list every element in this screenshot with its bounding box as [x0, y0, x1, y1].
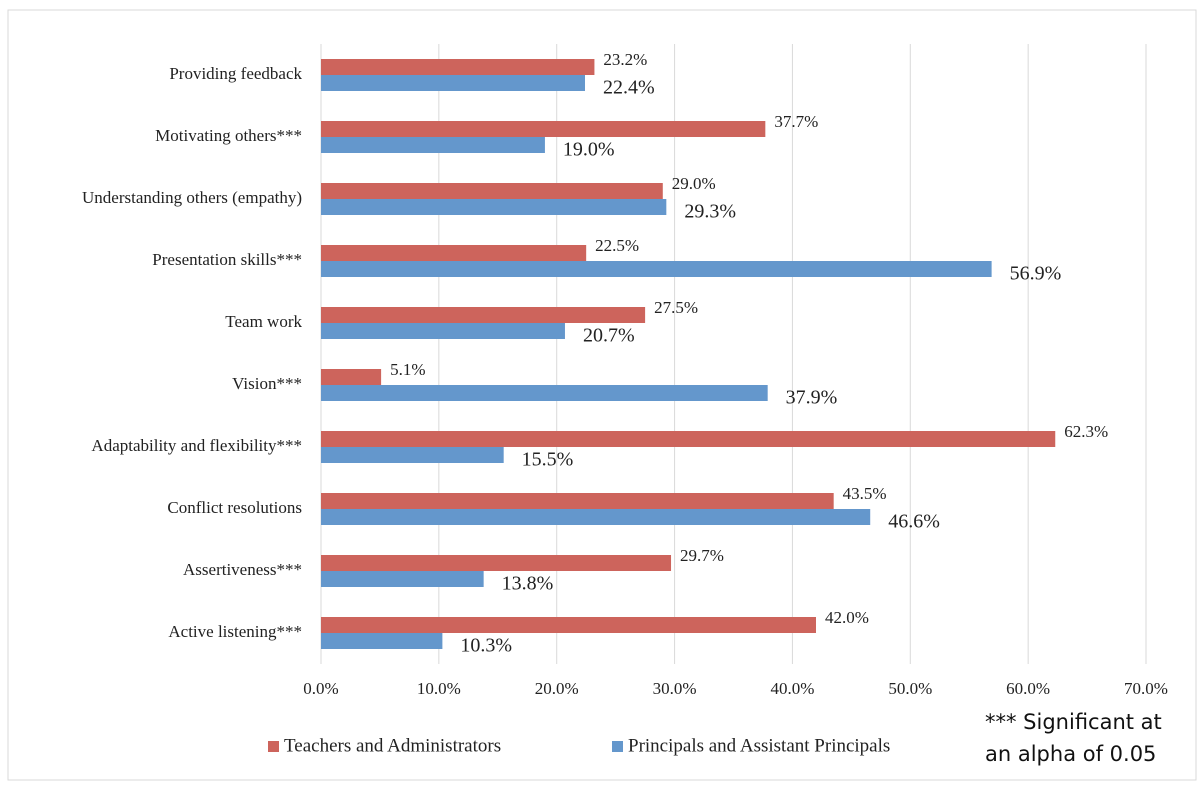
y-tick-label: Vision*** — [232, 374, 302, 393]
bar — [321, 555, 672, 571]
bar — [321, 431, 1056, 447]
x-tick-label: 20.0% — [535, 679, 579, 698]
chart-border — [7, 9, 1197, 781]
legend-swatch — [612, 741, 623, 752]
data-label: 29.0% — [672, 174, 716, 193]
bar — [321, 261, 992, 277]
annotation: *** Significant at an alpha of 0.05 — [985, 710, 1162, 766]
x-tick-label: 50.0% — [888, 679, 932, 698]
bar — [321, 493, 834, 509]
data-label: 22.5% — [595, 236, 639, 255]
data-label: 20.7% — [583, 325, 635, 347]
data-label: 56.9% — [1010, 263, 1062, 285]
data-label: 10.3% — [460, 635, 512, 657]
bar — [321, 571, 484, 587]
legend-label: Principals and Assistant Principals — [628, 735, 890, 756]
y-tick-label: Team work — [225, 312, 302, 331]
y-tick-label: Active listening*** — [168, 622, 302, 641]
bar — [321, 509, 871, 525]
data-label: 15.5% — [522, 449, 574, 471]
x-tick-label: 70.0% — [1124, 679, 1168, 698]
data-label: 19.0% — [563, 139, 615, 161]
bar — [321, 137, 545, 153]
bar — [321, 617, 816, 633]
x-tick-label: 40.0% — [770, 679, 814, 698]
data-label: 23.2% — [603, 50, 647, 69]
data-label: 27.5% — [654, 298, 698, 317]
y-tick-label: Assertiveness*** — [183, 560, 302, 579]
bar — [321, 307, 646, 323]
data-label: 37.9% — [786, 387, 838, 409]
y-tick-label: Presentation skills*** — [152, 250, 302, 269]
y-tick-label: Motivating others*** — [155, 126, 302, 145]
bar — [321, 199, 667, 215]
bar — [321, 245, 587, 261]
bar — [321, 385, 768, 401]
data-label: 13.8% — [502, 573, 554, 595]
bar — [321, 183, 663, 199]
y-tick-label: Understanding others (empathy) — [82, 188, 302, 207]
bar — [321, 633, 443, 649]
x-tick-label: 30.0% — [653, 679, 697, 698]
data-label: 62.3% — [1064, 422, 1108, 441]
bar — [321, 75, 585, 91]
y-tick-label: Providing feedback — [169, 64, 302, 83]
data-label: 29.3% — [684, 201, 736, 223]
y-tick-label: Conflict resolutions — [167, 498, 302, 517]
x-tick-label: 60.0% — [1006, 679, 1050, 698]
bar — [321, 447, 504, 463]
y-tick-label: Adaptability and flexibility*** — [91, 436, 302, 455]
data-label: 46.6% — [888, 511, 940, 533]
legend-label: Teachers and Administrators — [284, 735, 501, 756]
data-label: 37.7% — [774, 112, 818, 131]
data-label: 5.1% — [390, 360, 425, 379]
data-label: 42.0% — [825, 608, 869, 627]
bar — [321, 121, 766, 137]
data-label: 29.7% — [680, 546, 724, 565]
x-tick-label: 0.0% — [303, 679, 338, 698]
bar — [321, 323, 565, 339]
legend-swatch — [268, 741, 279, 752]
data-label: 43.5% — [843, 484, 887, 503]
bar — [321, 59, 595, 75]
bar — [321, 369, 382, 385]
data-label: 22.4% — [603, 77, 655, 99]
x-tick-label: 10.0% — [417, 679, 461, 698]
